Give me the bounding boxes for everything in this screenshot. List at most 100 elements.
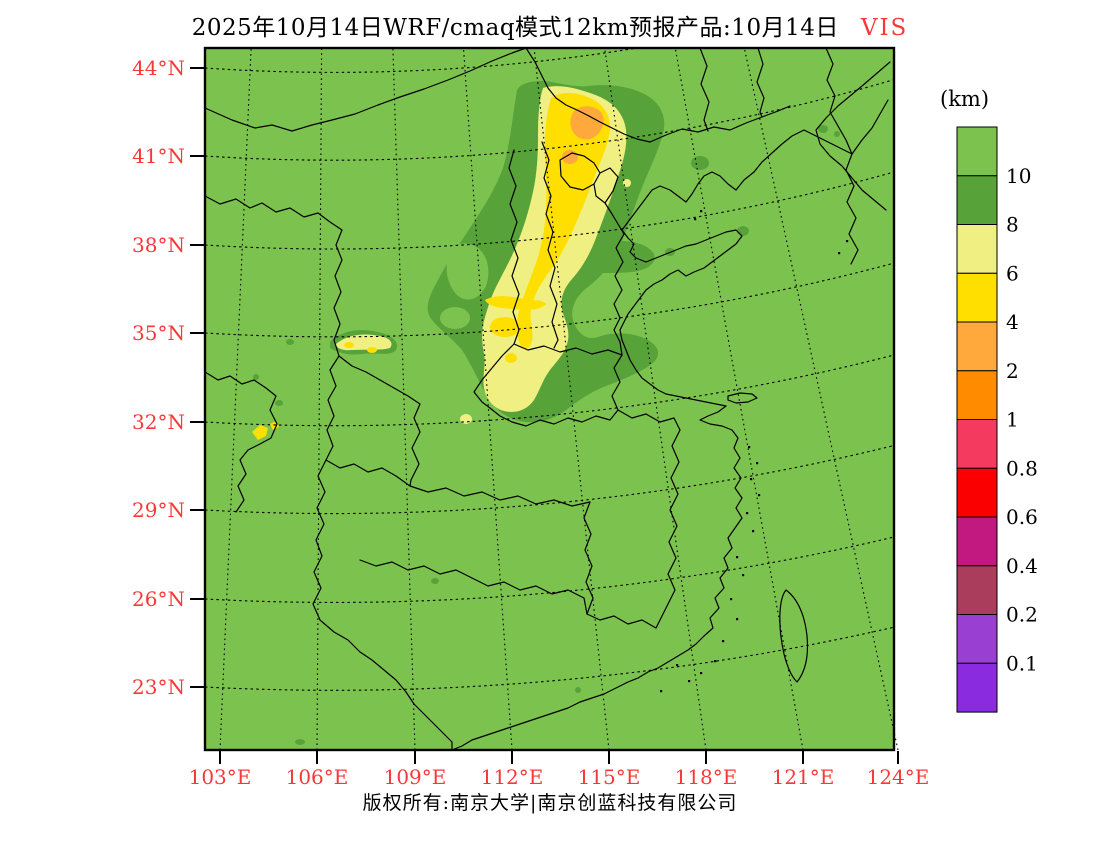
contour-region <box>490 317 520 337</box>
parallel-line <box>204 262 895 338</box>
parallel-line <box>204 626 895 691</box>
island-dot <box>746 512 749 515</box>
meridian-line <box>316 47 323 751</box>
boundary-line <box>409 431 421 487</box>
axis-ticks <box>190 67 899 764</box>
boundary-line <box>753 129 853 173</box>
colorbar-cell <box>956 321 998 372</box>
island-dot <box>676 664 679 667</box>
island-dot <box>752 530 755 533</box>
boundary-line <box>325 355 340 461</box>
boundary-line <box>409 485 591 507</box>
boundary-line <box>319 619 453 751</box>
province-boundaries <box>204 47 891 751</box>
colorbar-cell <box>956 614 998 664</box>
island-dot <box>838 252 841 255</box>
figure-title: 2025年10月14日WRF/cmaq模式12km预报产品:10月14日 VIS <box>0 8 1100 42</box>
contour-region <box>691 156 709 170</box>
lon-label: 109°E <box>384 765 447 789</box>
parallel-line <box>204 536 895 603</box>
boundary-line <box>325 459 411 487</box>
boundary-line <box>338 355 421 433</box>
parallel-line <box>204 171 895 250</box>
boundary-line <box>619 171 755 407</box>
graticule <box>204 47 899 751</box>
meridian-line <box>219 47 252 751</box>
boundary-line <box>727 392 758 404</box>
boundary-line <box>559 152 601 191</box>
colorbar-label: 0.6 <box>1006 505 1038 529</box>
colorbar-cell <box>956 272 998 323</box>
title-variable: VIS <box>860 15 909 41</box>
boundary-line <box>583 501 594 615</box>
island-dot <box>736 556 739 559</box>
colorbar-cell <box>956 565 998 616</box>
lon-label: 118°E <box>675 765 738 789</box>
colorbar-cell <box>956 419 998 469</box>
boundary-line <box>666 429 681 607</box>
contour-region <box>570 106 604 140</box>
boundary-line <box>541 141 559 349</box>
contour-region <box>505 353 517 363</box>
lon-label: 115°E <box>578 765 641 789</box>
colorbar-label: 1 <box>1006 408 1019 432</box>
colorbar-cell <box>956 370 998 421</box>
colorbar: (km) 10 8 6 4 2 1 0.8 0.6 0.4 0.2 0.1 <box>940 87 1038 713</box>
contour-region <box>575 687 581 693</box>
island-dot <box>736 618 739 621</box>
contour-region <box>431 578 439 584</box>
contour-region <box>253 374 259 380</box>
island-dot <box>748 446 751 449</box>
island-dot <box>700 672 703 675</box>
contour-region <box>516 92 611 349</box>
boundary-line <box>489 354 623 427</box>
boundary-line <box>473 343 515 409</box>
lat-label: 32°N <box>132 410 185 434</box>
contour-region <box>737 226 749 236</box>
contour-region <box>295 739 305 745</box>
island-dot <box>694 218 697 221</box>
colorbar-label: 0.8 <box>1006 456 1038 480</box>
boundary-line <box>649 105 791 143</box>
parallel-line <box>204 47 638 73</box>
contour-region <box>446 243 489 300</box>
island-dot <box>756 462 759 465</box>
boundary-line <box>359 559 473 579</box>
contour-region <box>440 307 470 329</box>
title-text: 2025年10月14日WRF/cmaq模式12km预报产品:10月14日 <box>191 15 839 41</box>
lon-label: 106°E <box>286 765 349 789</box>
colorbar-label: 2 <box>1006 359 1019 383</box>
boundary-line <box>699 47 710 132</box>
colorbar-cell <box>956 467 998 518</box>
colorbar-cell <box>956 662 998 713</box>
boundary-line <box>204 195 343 357</box>
boundary-line <box>593 167 619 204</box>
lat-label: 41°N <box>132 144 185 168</box>
island-dot <box>714 660 717 663</box>
island-dot <box>742 574 745 577</box>
colorbar-cell <box>956 126 998 177</box>
contour-region <box>344 342 354 348</box>
colorbar-label: 0.1 <box>1006 651 1038 675</box>
axis-labels: 44°N 41°N 38°N 35°N 32°N 29°N 26°N 23°N 103°E 106… <box>132 56 929 789</box>
island-dot <box>730 598 733 601</box>
boundary-line <box>825 47 853 155</box>
lat-label: 23°N <box>132 675 185 699</box>
boundary-line <box>471 577 588 615</box>
contour-region <box>367 347 377 353</box>
colorbar-label: 0.4 <box>1006 554 1038 578</box>
meridian-line <box>462 47 513 751</box>
island-dot <box>722 640 725 643</box>
island-dot <box>750 478 753 481</box>
lon-label: 121°E <box>772 765 835 789</box>
colorbar-label: 6 <box>1006 261 1019 285</box>
contour-region <box>286 339 294 345</box>
colorbar-label: 0.2 <box>1006 603 1038 627</box>
meridian-line <box>604 47 707 751</box>
colorbar-label: 8 <box>1006 213 1019 237</box>
lat-label: 29°N <box>132 498 185 522</box>
island-dot <box>846 240 849 243</box>
lat-label: 35°N <box>132 321 185 345</box>
contour-region <box>252 425 268 440</box>
